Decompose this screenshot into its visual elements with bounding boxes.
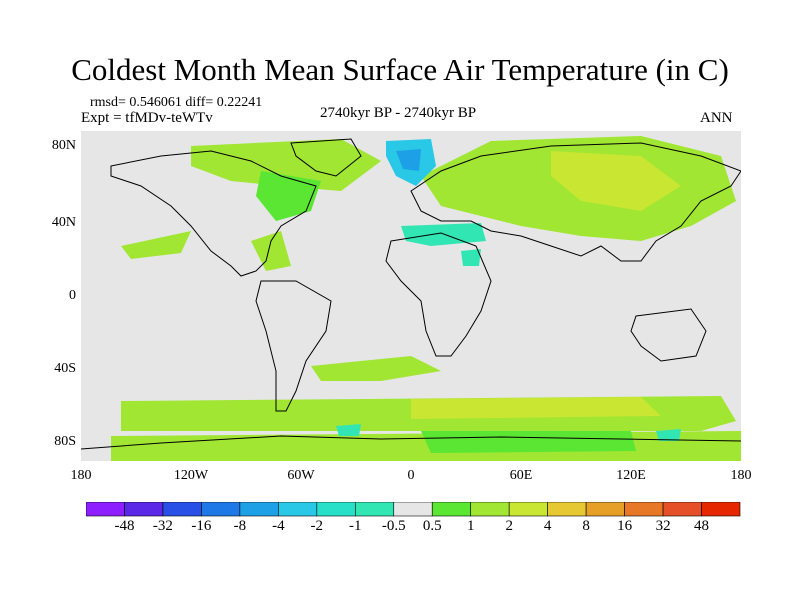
- colorbar-swatch: [278, 502, 318, 517]
- lon-label-120w: 120W: [173, 468, 209, 483]
- experiment-label: Expt = tfMDv-teWTv: [81, 110, 213, 126]
- stats-text: rmsd= 0.546061 diff= 0.22241: [90, 95, 263, 110]
- colorbar-label: 48: [694, 518, 709, 534]
- colorbar-swatch: [393, 502, 433, 517]
- coast-africa: [385, 232, 492, 357]
- lon-label-0: 0: [407, 468, 415, 483]
- colorbar-swatch: [316, 502, 356, 517]
- colorbar-swatch: [662, 502, 702, 517]
- colorbar-swatch: [585, 502, 625, 517]
- coast-greenland: [290, 138, 362, 177]
- coast-south-america: [255, 280, 332, 412]
- lat-label-40s: 40S: [54, 361, 76, 376]
- lat-label-80n: 80N: [51, 138, 76, 153]
- coast-antarctica: [81, 435, 741, 450]
- map-canvas: [81, 131, 741, 461]
- colorbar-swatch: [86, 502, 125, 517]
- lat-label-40n: 40N: [51, 215, 76, 230]
- negative-anomaly-fields: [336, 139, 681, 441]
- coast-north-america: [110, 150, 317, 277]
- colorbar-label: 16: [617, 518, 633, 534]
- coastlines: [81, 138, 741, 450]
- colorbar-swatch: [701, 502, 741, 517]
- colorbar: [86, 502, 741, 517]
- colorbar-label: -4: [272, 518, 285, 534]
- lon-label-120e: 120E: [616, 468, 646, 483]
- colorbar-swatch: [470, 502, 510, 517]
- colorbar-label: -8: [233, 518, 247, 534]
- colorbar-swatch: [124, 502, 164, 517]
- coast-eurasia: [410, 142, 741, 262]
- colorbar-swatch: [354, 502, 395, 517]
- colorbar-label: 1: [466, 518, 475, 534]
- colorbar-swatch: [201, 502, 241, 517]
- lon-label-180w: 180: [70, 468, 92, 483]
- colorbar-label: -1: [349, 518, 362, 534]
- temperature-map: [81, 131, 741, 461]
- colorbar-swatch: [508, 502, 548, 517]
- colorbar-label: 0.5: [422, 518, 442, 534]
- lat-label-0: 0: [69, 288, 76, 303]
- colorbar-label: -32: [152, 518, 173, 534]
- colorbar-label: -2: [310, 518, 324, 534]
- colorbar-swatch: [162, 502, 202, 517]
- colorbar-swatch: [624, 502, 664, 517]
- colorbar-label: 4: [543, 518, 552, 534]
- colorbar-label: -0.5: [381, 518, 406, 534]
- colorbar-swatch: [239, 502, 279, 517]
- lon-label-180e: 180: [730, 468, 752, 483]
- coast-australia: [630, 308, 707, 362]
- colorbar-label: -48: [114, 518, 135, 534]
- colorbar-swatch: [431, 502, 472, 517]
- colorbar-label: 32: [655, 518, 671, 534]
- colorbar-label: 2: [505, 518, 513, 534]
- map-title: Coldest Month Mean Surface Air Temperatu…: [71, 52, 729, 87]
- lat-label-80s: 80S: [54, 434, 76, 449]
- lon-label-60e: 60E: [509, 468, 533, 483]
- lon-label-60w: 60W: [287, 468, 315, 483]
- colorbar-label: -16: [191, 518, 212, 534]
- colorbar-swatch: [547, 502, 587, 517]
- season-label: ANN: [700, 110, 733, 126]
- period-label: 2740kyr BP - 2740kyr BP: [320, 105, 477, 121]
- colorbar-label: 8: [582, 518, 590, 534]
